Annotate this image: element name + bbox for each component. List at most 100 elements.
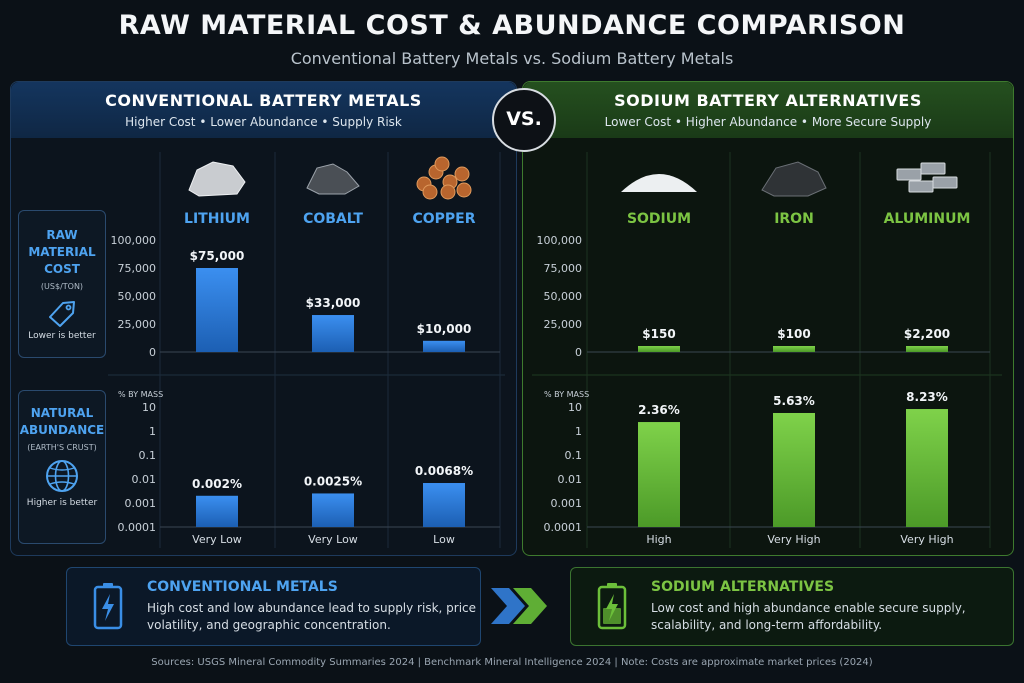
copper-nugget-icon bbox=[454, 166, 470, 182]
price-tag-icon bbox=[49, 301, 75, 327]
abundance-y-tick-label: 0.0001 bbox=[118, 521, 157, 534]
cost-box-title: RAW MATERIAL COST bbox=[28, 228, 96, 276]
cost-bar bbox=[638, 346, 680, 352]
summary-conventional-title: CONVENTIONAL METALS bbox=[147, 579, 338, 595]
cost-y-tick-label: 100,000 bbox=[111, 234, 157, 247]
abundance-label-box: NATURAL ABUNDANCE (EARTH'S CRUST) Higher… bbox=[18, 390, 106, 544]
abundance-y-tick-label: 1 bbox=[575, 425, 582, 438]
summary-conventional-text: High cost and low abundance lead to supp… bbox=[147, 601, 477, 632]
abundance-y-tick-label: 0.01 bbox=[558, 473, 583, 486]
abundance-value-label: 0.0068% bbox=[415, 464, 473, 478]
abundance-y-tick-label: 0.0001 bbox=[544, 521, 583, 534]
material-name-label: SODIUM bbox=[627, 211, 691, 227]
cost-bar bbox=[196, 268, 238, 352]
cost-box-unit: (US$/TON) bbox=[40, 282, 84, 291]
cost-box-note: Lower is better bbox=[28, 331, 96, 341]
copper-nugget-icon bbox=[440, 184, 456, 200]
sources-footer: Sources: USGS Mineral Commodity Summarie… bbox=[151, 657, 873, 668]
abundance-value-label: 5.63% bbox=[773, 394, 815, 408]
conventional-panel-header: CONVENTIONAL BATTERY METALS Higher Cost … bbox=[11, 82, 516, 138]
aluminum-ingot-icon bbox=[908, 180, 934, 193]
cost-value-label: $150 bbox=[642, 327, 675, 341]
sodium-salt-icon bbox=[621, 174, 697, 192]
abundance-bar bbox=[312, 493, 354, 527]
cost-bar bbox=[906, 346, 948, 352]
page-subtitle: Conventional Battery Metals vs. Sodium B… bbox=[290, 49, 734, 68]
abundance-y-tick-label: 0.1 bbox=[139, 449, 157, 462]
aluminum-ingot-icon bbox=[896, 168, 922, 181]
abundance-y-tick-label: 0.1 bbox=[565, 449, 583, 462]
abundance-level-label: High bbox=[646, 533, 671, 546]
material-name-label: IRON bbox=[774, 211, 814, 227]
cost-value-label: $2,200 bbox=[904, 327, 950, 341]
cost-y-tick-label: 75,000 bbox=[118, 262, 157, 275]
abundance-level-label: Very Low bbox=[308, 533, 358, 546]
conventional-panel-title: CONVENTIONAL BATTERY METALS bbox=[105, 91, 422, 110]
abundance-y-tick-label: 1 bbox=[149, 425, 156, 438]
battery-bolt-icon bbox=[93, 583, 123, 630]
sodium-panel-subtitle: Lower Cost • Higher Abundance • More Sec… bbox=[604, 115, 932, 129]
material-name-label: LITHIUM bbox=[184, 211, 250, 227]
vs-badge: VS. bbox=[492, 88, 556, 152]
material-name-label: ALUMINUM bbox=[884, 211, 971, 227]
cost-y-tick-label: 50,000 bbox=[118, 290, 157, 303]
summary-sodium: SODIUM ALTERNATIVES Low cost and high ab… bbox=[570, 567, 1014, 646]
cost-y-tick-label: 75,000 bbox=[544, 262, 583, 275]
summary-sodium-title: SODIUM ALTERNATIVES bbox=[651, 579, 835, 595]
summary-sodium-text: Low cost and high abundance enable secur… bbox=[651, 601, 966, 632]
abundance-y-tick-label: 0.001 bbox=[125, 497, 157, 510]
page-title: RAW MATERIAL COST & ABUNDANCE COMPARISON bbox=[118, 10, 906, 41]
cost-y-tick-label: 0 bbox=[149, 346, 156, 359]
material-name-label: COBALT bbox=[303, 211, 363, 227]
cost-y-tick-label: 0 bbox=[575, 346, 582, 359]
abundance-bar bbox=[196, 495, 238, 527]
cost-value-label: $10,000 bbox=[417, 322, 472, 336]
abundance-level-label: Very High bbox=[767, 533, 820, 546]
aluminum-ingot-icon bbox=[932, 176, 958, 189]
abundance-bar bbox=[906, 409, 948, 527]
abundance-bar bbox=[773, 412, 815, 527]
cost-value-label: $75,000 bbox=[190, 249, 245, 263]
iron-rock-icon bbox=[761, 161, 827, 197]
lithium-rock-icon bbox=[188, 161, 246, 197]
abundance-level-label: Very High bbox=[900, 533, 953, 546]
conventional-panel-subtitle: Higher Cost • Lower Abundance • Supply R… bbox=[125, 115, 402, 129]
comparison-charts: LITHIUM COBALT COPPER 100,000 75,000 50,000 25… bbox=[108, 152, 1002, 548]
copper-nugget-icon bbox=[434, 156, 450, 172]
abundance-level-label: Low bbox=[433, 533, 455, 546]
globe-icon bbox=[46, 460, 78, 492]
cost-bar bbox=[773, 346, 815, 352]
sodium-panel-title: SODIUM BATTERY ALTERNATIVES bbox=[614, 91, 922, 110]
aluminum-ingot-icon bbox=[920, 162, 946, 175]
copper-nugget-icon bbox=[456, 182, 472, 198]
abundance-y-tick-label: 0.01 bbox=[132, 473, 157, 486]
abundance-box-unit: (EARTH'S CRUST) bbox=[27, 443, 97, 452]
cobalt-rock-icon bbox=[306, 163, 360, 195]
abundance-value-label: 8.23% bbox=[906, 390, 948, 404]
abundance-box-note: Higher is better bbox=[26, 498, 98, 508]
abundance-y-tick-label: 10 bbox=[142, 401, 156, 414]
cost-y-tick-label: 100,000 bbox=[537, 234, 583, 247]
cost-bar bbox=[423, 340, 465, 352]
sodium-panel-header: SODIUM BATTERY ALTERNATIVES Lower Cost •… bbox=[523, 82, 1013, 138]
cost-label-box: RAW MATERIAL COST (US$/TON) Lower is bet… bbox=[18, 210, 106, 358]
abundance-y-axis-label: % BY MASS bbox=[544, 390, 589, 399]
cost-y-tick-label: 25,000 bbox=[544, 318, 583, 331]
abundance-value-label: 0.002% bbox=[192, 477, 242, 491]
battery-bolt-icon bbox=[597, 583, 627, 630]
abundance-value-label: 0.0025% bbox=[304, 474, 362, 488]
cost-value-label: $100 bbox=[777, 327, 810, 341]
cost-y-tick-label: 25,000 bbox=[118, 318, 157, 331]
abundance-y-tick-label: 0.001 bbox=[551, 497, 583, 510]
abundance-y-axis-label: % BY MASS bbox=[118, 390, 163, 399]
abundance-level-label: Very Low bbox=[192, 533, 242, 546]
summary-conventional: CONVENTIONAL METALS High cost and low ab… bbox=[66, 567, 481, 646]
material-name-label: COPPER bbox=[412, 211, 475, 227]
abundance-bar bbox=[423, 483, 465, 527]
cost-y-tick-label: 50,000 bbox=[544, 290, 583, 303]
abundance-value-label: 2.36% bbox=[638, 403, 680, 417]
abundance-box-title: NATURAL ABUNDANCE bbox=[19, 406, 105, 437]
abundance-bar bbox=[638, 422, 680, 527]
double-chevron-icon bbox=[491, 588, 547, 624]
copper-nugget-icon bbox=[422, 184, 438, 200]
